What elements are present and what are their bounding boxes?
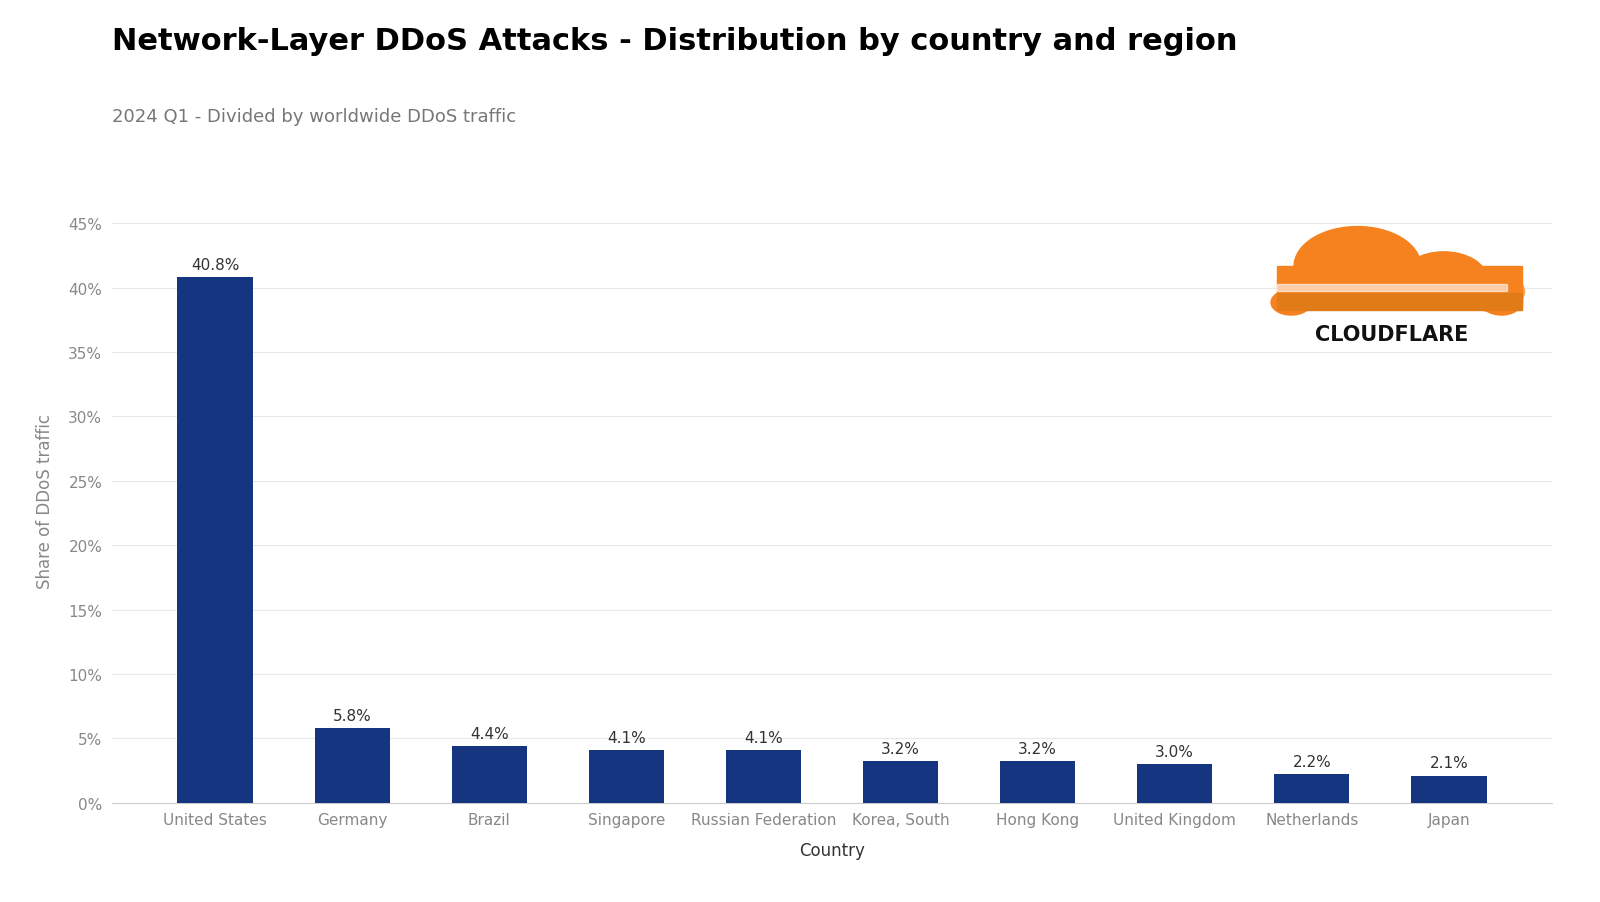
Circle shape [1270, 290, 1312, 316]
Text: 2.2%: 2.2% [1293, 754, 1331, 769]
X-axis label: Country: Country [798, 842, 866, 860]
Circle shape [1400, 253, 1486, 307]
Text: 4.1%: 4.1% [744, 730, 782, 745]
Text: 3.2%: 3.2% [882, 741, 920, 757]
Bar [1277, 294, 1522, 310]
Bar [1274, 775, 1349, 803]
Circle shape [1294, 227, 1421, 307]
Bar [726, 750, 802, 803]
Text: CLOUDFLARE: CLOUDFLARE [1315, 325, 1469, 345]
Text: 4.1%: 4.1% [606, 730, 646, 745]
Text: 5.8%: 5.8% [333, 708, 371, 723]
Bar [1411, 776, 1486, 803]
Bar [589, 750, 664, 803]
Y-axis label: Share of DDoS traffic: Share of DDoS traffic [37, 413, 54, 588]
Text: Network-Layer DDoS Attacks - Distribution by country and region: Network-Layer DDoS Attacks - Distributio… [112, 27, 1237, 56]
Bar [451, 746, 526, 803]
Text: 2.1%: 2.1% [1429, 756, 1469, 770]
Circle shape [1482, 290, 1522, 316]
Bar [1277, 285, 1507, 291]
Bar [315, 728, 390, 803]
Bar [178, 278, 253, 803]
Text: 2024 Q1 - Divided by worldwide DDoS traffic: 2024 Q1 - Divided by worldwide DDoS traf… [112, 108, 517, 126]
Text: 40.8%: 40.8% [190, 258, 240, 273]
Text: 4.4%: 4.4% [470, 726, 509, 741]
Circle shape [1461, 272, 1525, 312]
Bar [1138, 764, 1213, 803]
Bar [862, 761, 938, 803]
Text: 3.2%: 3.2% [1018, 741, 1058, 757]
Text: 3.0%: 3.0% [1155, 744, 1194, 759]
Bar [1277, 267, 1522, 307]
Bar [1000, 761, 1075, 803]
